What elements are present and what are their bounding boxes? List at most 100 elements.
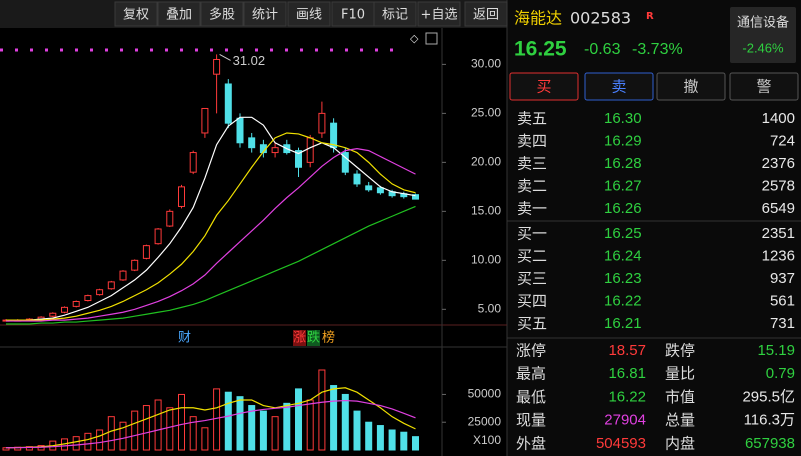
stat-label: 内盘	[665, 434, 695, 452]
toolbar-button[interactable]	[287, 1, 331, 27]
stat-label: 市值	[665, 388, 695, 406]
level-label: 卖五	[517, 110, 547, 128]
toolbar-label[interactable]: 标记	[382, 8, 408, 23]
sector-button[interactable]	[730, 7, 796, 63]
action-label[interactable]: 卖	[611, 78, 626, 96]
action-button[interactable]	[584, 72, 654, 101]
window-icon[interactable]	[425, 32, 438, 45]
candle-body	[353, 173, 361, 185]
candle-body	[295, 150, 302, 168]
level-volume: 731	[770, 315, 795, 332]
volume-bar	[388, 429, 396, 451]
toolbar-button[interactable]	[331, 1, 375, 27]
volume-tick-label: 50000	[468, 387, 502, 401]
stat-label: 总量	[665, 411, 695, 429]
stat-value: 18.57	[608, 342, 646, 359]
stat-label: 外盘	[516, 434, 546, 452]
candle-body	[271, 147, 279, 154]
toolbar-button[interactable]	[373, 1, 417, 27]
candle-body	[306, 137, 314, 163]
action-label[interactable]: 警	[756, 78, 771, 96]
volume-bar	[236, 396, 244, 451]
toolbar-label[interactable]: F10	[341, 8, 365, 23]
candle-body	[236, 117, 244, 144]
diamond-icon[interactable]: ◇	[410, 32, 419, 45]
level-price: 16.25	[604, 225, 642, 242]
action-button[interactable]	[729, 72, 799, 101]
toolbar-button[interactable]	[464, 1, 508, 27]
volume-bar	[119, 421, 127, 451]
toolbar-button[interactable]	[200, 1, 244, 27]
candle-body	[365, 185, 373, 191]
stat-value: 0.79	[766, 365, 795, 382]
volume-bar	[154, 399, 162, 451]
toolbar-label[interactable]: +自选	[421, 8, 458, 23]
level-volume: 1236	[762, 247, 795, 264]
action-button[interactable]	[656, 72, 726, 101]
stat-label: 最低	[516, 388, 546, 406]
level-label: 卖四	[517, 132, 547, 150]
action-label[interactable]: 买	[536, 78, 551, 96]
level-volume: 561	[770, 292, 795, 309]
level-volume: 937	[770, 270, 795, 287]
volume-bar	[84, 432, 92, 451]
candle-body	[72, 300, 80, 307]
stat-value: 504593	[596, 435, 646, 452]
ma-line	[6, 205, 416, 325]
volume-bar	[248, 405, 256, 451]
level-label: 买一	[517, 225, 547, 243]
volume-bar	[224, 391, 232, 451]
sector[interactable]: 通信设备	[737, 15, 789, 31]
toolbar-label[interactable]: 返回	[473, 8, 499, 23]
level-price: 16.24	[604, 247, 642, 264]
stat-value: 295.5亿	[742, 388, 795, 405]
marker: 跌	[307, 330, 320, 346]
ma-line	[6, 148, 416, 322]
volume-bar	[341, 393, 349, 451]
toolbar-label[interactable]: 叠加	[166, 8, 192, 23]
candle-body	[131, 259, 139, 271]
candle-body	[119, 270, 127, 281]
volume-bar	[107, 416, 115, 451]
peak-label: 31.02	[233, 53, 266, 68]
y-tick-label: 15.00	[471, 204, 501, 218]
level-price: 16.26	[604, 200, 642, 217]
y-tick-label: 10.00	[471, 253, 501, 267]
level-volume: 2578	[762, 177, 795, 194]
candle-body	[341, 152, 349, 173]
toolbar-button[interactable]	[114, 1, 158, 27]
sector-change[interactable]: -2.46%	[742, 40, 784, 55]
y-tick-label: 30.00	[471, 57, 501, 71]
stat-label: 跌停	[665, 342, 695, 360]
candle-body	[166, 210, 174, 227]
toolbar-button[interactable]	[157, 1, 201, 27]
volume-bar	[213, 388, 221, 451]
level-label: 买二	[517, 247, 547, 265]
candle-body	[84, 295, 92, 302]
toolbar-label[interactable]: 统计	[252, 8, 278, 23]
level-price: 16.22	[604, 292, 642, 309]
candle-body	[224, 83, 232, 124]
y-tick-label: 20.00	[471, 155, 501, 169]
action-label[interactable]: 撤	[683, 78, 698, 96]
toolbar-label[interactable]: 多股	[209, 7, 235, 23]
toolbar-label[interactable]: 复权	[123, 7, 149, 23]
volume-bar	[295, 388, 302, 451]
candle-body	[96, 289, 104, 296]
action-button[interactable]	[509, 72, 579, 101]
volume-bar	[72, 436, 80, 451]
toolbar-button[interactable]	[417, 1, 461, 27]
stat-value: 657938	[745, 435, 795, 452]
toolbar-button[interactable]	[243, 1, 287, 27]
volume-unit: X100	[473, 433, 501, 447]
stat-value: 116.3万	[744, 412, 795, 429]
level-price: 16.27	[604, 177, 642, 194]
candle-body	[61, 306, 68, 313]
level-volume: 2376	[762, 155, 795, 172]
marker: 涨	[293, 331, 306, 346]
toolbar-label[interactable]: 画线	[296, 8, 322, 23]
stock-code: 002583	[570, 9, 631, 28]
candle-body	[213, 58, 221, 75]
volume-tick-label: 25000	[468, 414, 502, 428]
candle-body	[178, 186, 185, 207]
